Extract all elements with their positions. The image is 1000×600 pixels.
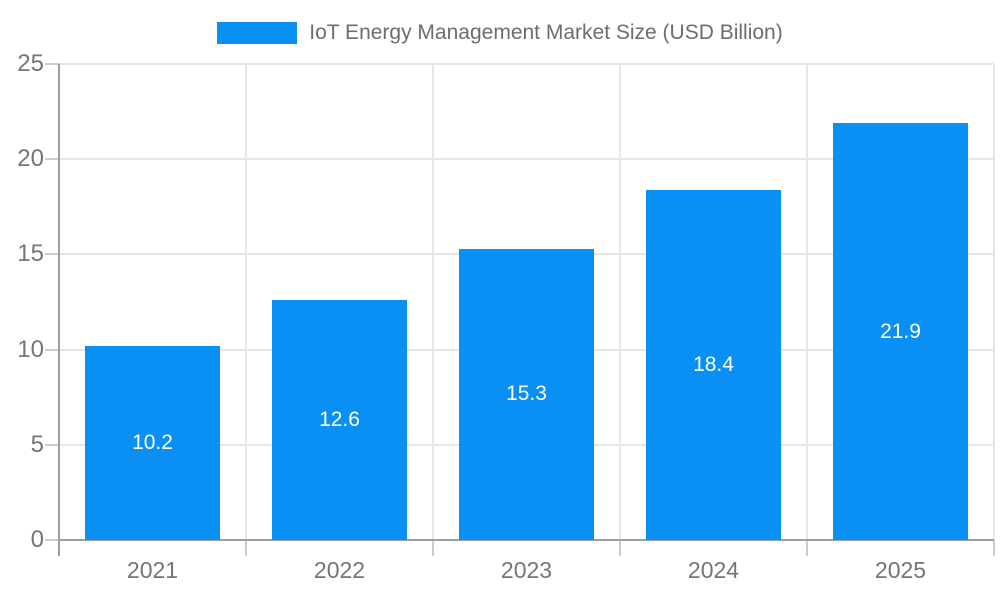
bar-value-label: 18.4 bbox=[693, 352, 734, 376]
y-axis-tickmark bbox=[45, 253, 59, 256]
x-tick-label: 2025 bbox=[874, 557, 927, 583]
x-tick-label: 2023 bbox=[500, 557, 553, 583]
y-tick-label: 5 bbox=[30, 430, 44, 458]
y-axis-tickmark bbox=[45, 158, 59, 161]
y-tick-label: 15 bbox=[17, 240, 44, 268]
gridline-vertical bbox=[806, 64, 808, 540]
gridline-vertical bbox=[993, 64, 995, 540]
bar-value-label: 10.2 bbox=[132, 430, 173, 454]
y-axis-line bbox=[58, 64, 60, 556]
bar: 12.6 bbox=[272, 300, 407, 540]
y-tick-label: 10 bbox=[17, 335, 44, 363]
y-axis-tickmark bbox=[45, 63, 59, 65]
y-tick-label: 25 bbox=[17, 50, 44, 77]
legend: IoT Energy Management Market Size (USD B… bbox=[0, 20, 1000, 46]
x-axis-tickmark bbox=[432, 540, 434, 556]
x-axis-tickmark bbox=[619, 540, 621, 556]
y-axis-tickmark bbox=[45, 539, 59, 541]
gridline-vertical bbox=[619, 64, 621, 540]
bar-value-label: 15.3 bbox=[506, 382, 547, 406]
x-axis-tickmark bbox=[806, 540, 808, 556]
y-axis-tickmark bbox=[45, 443, 59, 446]
x-tick-label: 2024 bbox=[687, 557, 740, 583]
gridline-horizontal bbox=[59, 158, 994, 161]
bar: 15.3 bbox=[459, 248, 594, 540]
bar: 18.4 bbox=[646, 189, 781, 540]
legend-label: IoT Energy Management Market Size (USD B… bbox=[309, 21, 783, 44]
gridline-horizontal bbox=[59, 63, 994, 65]
y-axis-tickmark bbox=[45, 348, 59, 351]
x-axis-tickmark bbox=[245, 540, 247, 556]
legend-swatch bbox=[217, 22, 298, 44]
y-tick-label: 20 bbox=[17, 145, 44, 173]
x-tick-label: 2022 bbox=[313, 557, 366, 583]
x-tick-label: 2021 bbox=[126, 557, 179, 583]
bar-value-label: 21.9 bbox=[880, 319, 921, 343]
y-tick-label: 0 bbox=[30, 526, 44, 553]
bar-value-label: 12.6 bbox=[319, 408, 360, 432]
bar: 10.2 bbox=[85, 345, 220, 540]
gridline-vertical bbox=[245, 64, 247, 540]
x-axis-tickmark bbox=[993, 540, 995, 556]
gridline-vertical bbox=[432, 64, 434, 540]
bar: 21.9 bbox=[833, 123, 968, 540]
x-axis-line bbox=[59, 539, 994, 541]
